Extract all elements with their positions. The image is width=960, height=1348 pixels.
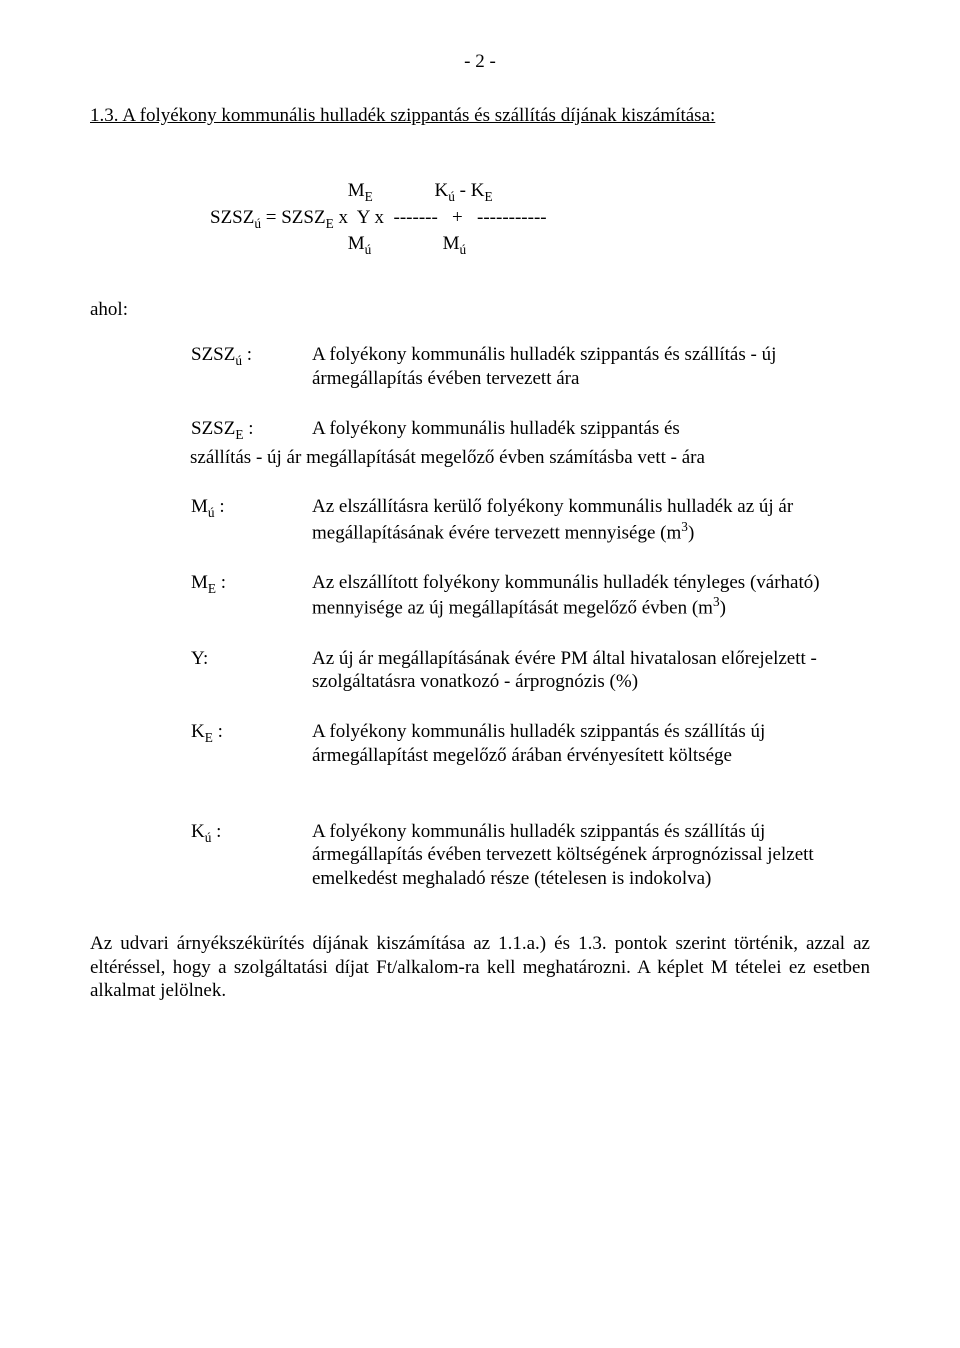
def-szsze-label: SZSZE : <box>190 416 311 444</box>
def-szsze: SZSZE : A folyékony kommunális hulladék … <box>190 416 870 470</box>
def-ke-label: KE : <box>190 719 311 769</box>
def-mu-label: Mú : <box>190 494 311 546</box>
def-ku-label: Kú : <box>190 819 311 892</box>
ahol-label: ahol: <box>90 298 870 322</box>
formula-block: ME Kú - KE SZSZú = SZSZE x Y x ------- +… <box>210 156 870 259</box>
def-mu-text: Az elszállításra kerülő folyékony kommun… <box>311 494 870 546</box>
formula-line2: SZSZú = SZSZE x Y x ------- + ----------… <box>210 207 547 228</box>
def-szszu: SZSZú : A folyékony kommunális hulladék … <box>190 342 870 392</box>
def-me: ME : Az elszállított folyékony kommunáli… <box>190 570 870 622</box>
def-me-text: Az elszállított folyékony kommunális hul… <box>311 570 870 622</box>
def-szsze-text-line2: szállítás - új ár megállapítását megelőz… <box>190 446 870 470</box>
def-szszu-text: A folyékony kommunális hulladék szippant… <box>311 342 870 392</box>
def-me-label: ME : <box>190 570 311 622</box>
def-ke-text: A folyékony kommunális hulladék szippant… <box>311 719 870 769</box>
def-y-label: Y: <box>190 646 311 696</box>
def-szszu-label: SZSZú : <box>190 342 311 392</box>
bottom-paragraph: Az udvari árnyékszékürítés díjának kiszá… <box>90 932 870 1003</box>
def-ku: Kú : A folyékony kommunális hulladék szi… <box>190 819 870 892</box>
def-y-text: Az új ár megállapításának évére PM által… <box>311 646 870 696</box>
def-ke: KE : A folyékony kommunális hulladék szi… <box>190 719 870 769</box>
def-y: Y: Az új ár megállapításának évére PM ál… <box>190 646 870 696</box>
formula-line3: Mú Mú <box>210 233 466 254</box>
def-szsze-text-line1: A folyékony kommunális hulladék szippant… <box>311 416 870 444</box>
section-heading: 1.3. A folyékony kommunális hulladék szi… <box>90 104 870 128</box>
page-number: - 2 - <box>90 50 870 74</box>
def-ku-text: A folyékony kommunális hulladék szippant… <box>311 819 870 892</box>
formula-line1: ME Kú - KE <box>210 180 493 201</box>
def-mu: Mú : Az elszállításra kerülő folyékony k… <box>190 494 870 546</box>
